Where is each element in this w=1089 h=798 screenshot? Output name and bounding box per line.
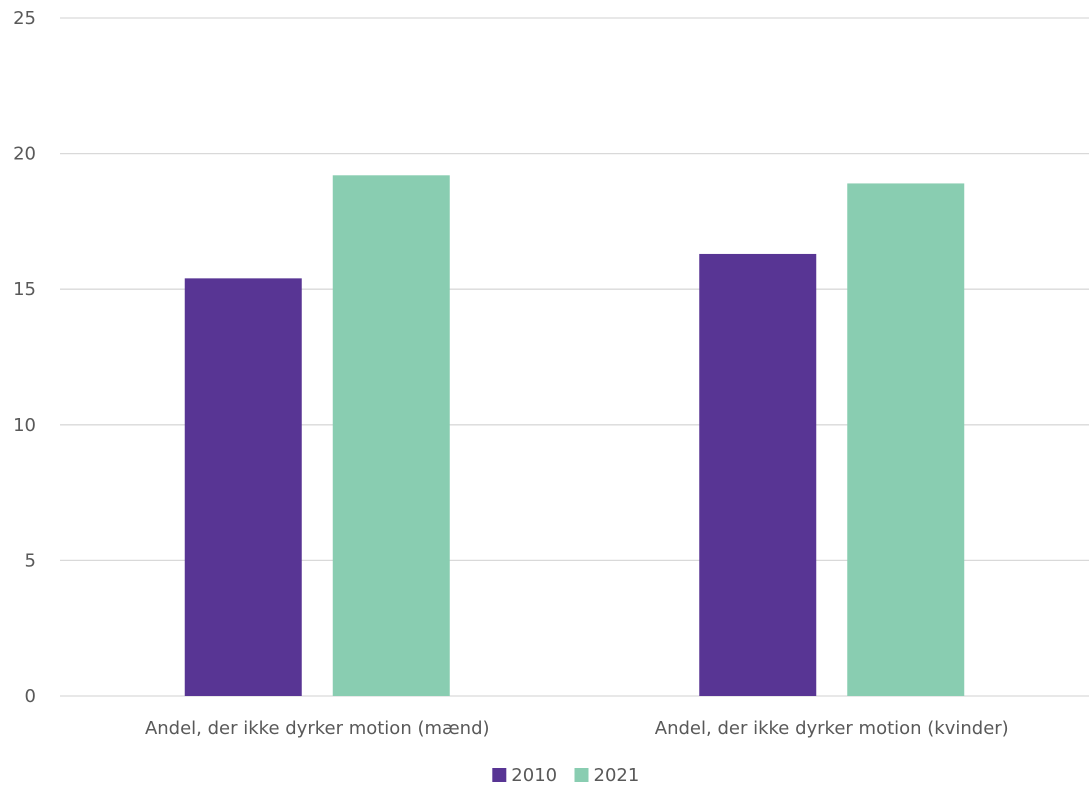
y-tick-label: 0	[25, 686, 36, 707]
legend: 2010 2021	[492, 765, 639, 786]
y-tick-label: 10	[13, 415, 36, 436]
x-axis-categories: Andel, der ikke dyrker motion (mænd) Ande…	[145, 718, 1009, 739]
bars	[184, 175, 965, 696]
legend-swatch-2021	[574, 768, 589, 782]
bar-2021-2	[847, 183, 965, 696]
legend-label-2010: 2010	[511, 765, 557, 786]
y-tick-label: 25	[13, 8, 36, 29]
x-category-label: Andel, der ikke dyrker motion (kvinder)	[655, 718, 1009, 739]
bar-2010-2	[699, 253, 817, 696]
y-tick-label: 5	[25, 550, 36, 571]
bar-2021-1	[332, 175, 450, 696]
legend-label-2021: 2021	[594, 765, 640, 786]
bar-2010-1	[184, 278, 302, 696]
y-axis-ticks: 0 5 10 15 20 25	[13, 8, 36, 707]
y-tick-label: 20	[13, 144, 36, 165]
y-tick-label: 15	[13, 279, 36, 300]
x-category-label: Andel, der ikke dyrker motion (mænd)	[145, 718, 490, 739]
legend-swatch-2010	[492, 768, 507, 782]
